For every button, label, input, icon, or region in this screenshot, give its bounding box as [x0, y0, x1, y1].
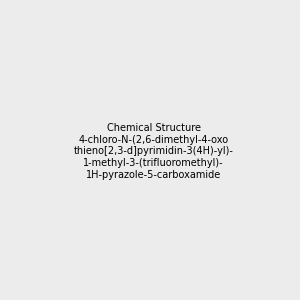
Text: Chemical Structure
4-chloro-N-(2,6-dimethyl-4-oxo
thieno[2,3-d]pyrimidin-3(4H)-y: Chemical Structure 4-chloro-N-(2,6-dimet…: [74, 123, 234, 180]
